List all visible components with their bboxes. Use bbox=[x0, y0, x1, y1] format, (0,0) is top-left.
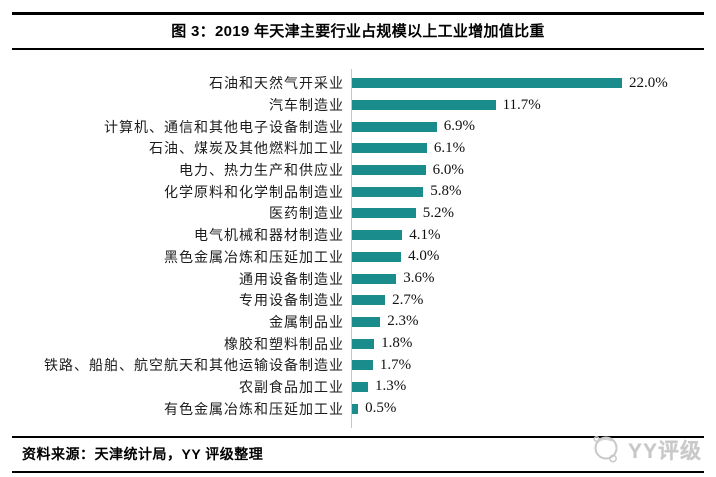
bar bbox=[352, 165, 426, 176]
value-label: 2.3% bbox=[387, 313, 419, 330]
value-label: 6.0% bbox=[432, 161, 464, 178]
chart-row: 石油和天然气开采业 22.0% bbox=[12, 73, 704, 95]
footer-bottom-rule bbox=[12, 470, 704, 473]
chart-row: 石油、煤炭及其他燃料加工业 6.1% bbox=[12, 138, 704, 160]
value-label: 1.8% bbox=[381, 335, 413, 352]
category-label: 黑色金属冶炼和压延加工业 bbox=[164, 250, 344, 266]
category-label: 汽车制造业 bbox=[269, 99, 344, 115]
value-label: 1.3% bbox=[375, 378, 407, 395]
chart-row: 汽车制造业 11.7% bbox=[12, 94, 704, 116]
bar bbox=[352, 251, 402, 262]
bar bbox=[352, 121, 437, 132]
category-label: 医药制造业 bbox=[269, 207, 344, 223]
value-label: 22.0% bbox=[629, 74, 668, 91]
chart-row: 橡胶和塑料制品业 1.8% bbox=[12, 333, 704, 355]
chart-row: 计算机、通信和其他电子设备制造业 6.9% bbox=[12, 116, 704, 138]
category-label: 电气机械和器材制造业 bbox=[194, 229, 344, 245]
value-label: 11.7% bbox=[502, 96, 541, 113]
value-label: 5.2% bbox=[422, 204, 455, 221]
chart-row: 有色金属冶炼和压延加工业 0.5% bbox=[12, 398, 704, 420]
bar-track: 1.3% bbox=[351, 378, 704, 395]
category-label: 金属制品业 bbox=[269, 315, 344, 331]
value-label: 5.8% bbox=[430, 183, 462, 200]
bar bbox=[352, 100, 496, 111]
chart-row: 电气机械和器材制造业 4.1% bbox=[12, 224, 704, 246]
chart-rows: 石油和天然气开采业 22.0% 汽车制造业 11.7% 计算机、通信和其他电子设备制造业… bbox=[12, 68, 704, 428]
bar bbox=[352, 381, 368, 392]
bar-track: 4.0% bbox=[351, 248, 704, 265]
bar-track: 22.0% bbox=[351, 75, 704, 92]
category-label: 化学原料和化学制品制造业 bbox=[164, 185, 344, 201]
chart-row: 医药制造业 5.2% bbox=[12, 203, 704, 225]
chart-row: 农副食品加工业 1.3% bbox=[12, 376, 704, 398]
title-top-rule bbox=[12, 12, 704, 15]
title-bottom-rule bbox=[12, 47, 704, 50]
bar bbox=[352, 403, 359, 414]
bar-track: 1.8% bbox=[351, 335, 704, 352]
bar-track: 6.0% bbox=[351, 162, 704, 179]
bar-track: 5.8% bbox=[351, 183, 704, 200]
category-label: 计算机、通信和其他电子设备制造业 bbox=[104, 120, 344, 136]
bar-track: 11.7% bbox=[351, 97, 704, 114]
yy-rating-watermark: YY评级 bbox=[588, 432, 702, 469]
yy-logo-icon bbox=[588, 432, 624, 469]
value-label: 0.5% bbox=[365, 400, 397, 417]
bar-track: 5.2% bbox=[351, 205, 704, 222]
footer-top-rule bbox=[12, 435, 704, 438]
bar-chart: 石油和天然气开采业 22.0% 汽车制造业 11.7% 计算机、通信和其他电子设备制造业… bbox=[12, 68, 704, 428]
watermark-text: YY评级 bbox=[627, 440, 702, 463]
chart-row: 电力、热力生产和供应业 6.0% bbox=[12, 159, 704, 181]
bar bbox=[352, 230, 403, 241]
value-label: 1.7% bbox=[379, 356, 412, 373]
chart-row: 金属制品业 2.3% bbox=[12, 311, 704, 333]
footer-band: 资料来源：天津统计局，YY 评级整理 YY评级 bbox=[12, 435, 704, 473]
category-label: 有色金属冶炼和压延加工业 bbox=[164, 402, 344, 418]
value-label: 6.9% bbox=[443, 118, 475, 135]
category-label: 电力、热力生产和供应业 bbox=[179, 164, 344, 180]
chart-row: 铁路、船舶、航空航天和其他运输设备制造业 1.7% bbox=[12, 354, 704, 376]
value-label: 3.6% bbox=[403, 270, 435, 287]
bar bbox=[352, 273, 397, 284]
bar bbox=[352, 295, 386, 306]
chart-row: 通用设备制造业 3.6% bbox=[12, 268, 704, 290]
category-label: 农副食品加工业 bbox=[239, 380, 344, 396]
category-label: 铁路、船舶、航空航天和其他运输设备制造业 bbox=[44, 359, 344, 375]
bar bbox=[352, 186, 424, 197]
chart-row: 黑色金属冶炼和压延加工业 4.0% bbox=[12, 246, 704, 268]
bar bbox=[352, 316, 381, 327]
value-label: 4.0% bbox=[408, 248, 440, 265]
chart-row: 化学原料和化学制品制造业 5.8% bbox=[12, 181, 704, 203]
title-band: 图 3：2019 年天津主要行业占规模以上工业增加值比重 bbox=[12, 12, 704, 50]
y-axis-line bbox=[351, 68, 352, 428]
bar-track: 6.1% bbox=[351, 140, 704, 157]
bar-track: 0.5% bbox=[351, 400, 704, 417]
source-note: 资料来源：天津统计局，YY 评级整理 bbox=[22, 445, 264, 462]
category-label: 专用设备制造业 bbox=[239, 294, 344, 310]
value-label: 6.1% bbox=[433, 139, 466, 156]
category-label: 橡胶和塑料制品业 bbox=[224, 337, 344, 353]
value-label: 4.1% bbox=[409, 226, 441, 243]
bar bbox=[352, 143, 427, 154]
bar bbox=[352, 208, 416, 219]
value-label: 2.7% bbox=[392, 291, 424, 308]
bar bbox=[352, 78, 622, 89]
bar-track: 3.6% bbox=[351, 270, 704, 287]
bar-track: 2.3% bbox=[351, 313, 704, 330]
figure-title: 图 3：2019 年天津主要行业占规模以上工业增加值比重 bbox=[171, 22, 545, 40]
bar-track: 1.7% bbox=[351, 357, 704, 374]
category-label: 石油和天然气开采业 bbox=[209, 77, 344, 93]
chart-row: 专用设备制造业 2.7% bbox=[12, 289, 704, 311]
category-label: 石油、煤炭及其他燃料加工业 bbox=[149, 142, 344, 158]
bar-track: 6.9% bbox=[351, 118, 704, 135]
bar bbox=[352, 338, 375, 349]
category-label: 通用设备制造业 bbox=[239, 272, 344, 288]
bar-track: 2.7% bbox=[351, 292, 704, 309]
bar bbox=[352, 360, 373, 371]
bar-track: 4.1% bbox=[351, 227, 704, 244]
